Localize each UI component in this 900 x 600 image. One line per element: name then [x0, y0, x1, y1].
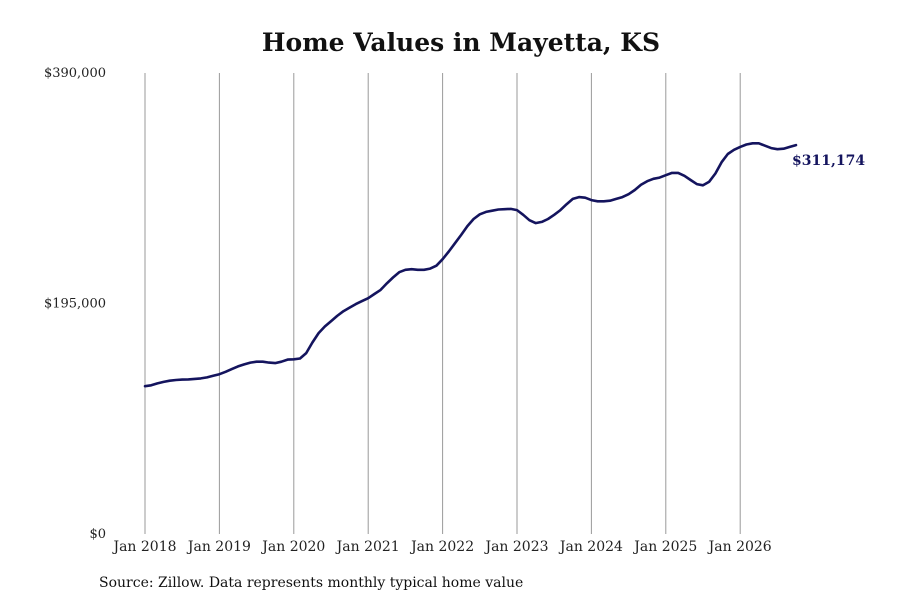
x-tick-label: Jan 2019: [186, 539, 251, 555]
x-tick-label: Jan 2018: [111, 539, 176, 555]
chart-title: Home Values in Mayetta, KS: [262, 28, 660, 57]
vertical-gridlines: [144, 73, 741, 534]
x-tick-label: Jan 2022: [409, 539, 474, 555]
y-tick-label: $195,000: [44, 297, 106, 312]
x-tick-label: Jan 2024: [558, 539, 623, 555]
home-value-line: [143, 142, 798, 388]
x-tick-label: Jan 2026: [707, 539, 772, 555]
source-note: Source: Zillow. Data represents monthly …: [99, 575, 523, 591]
latest-value-label: $311,174: [792, 153, 865, 169]
x-tick-label: Jan 2025: [632, 539, 697, 555]
x-axis-tick-labels: Jan 2018 Jan 2019 Jan 2020 Jan 2021 Jan 2022…: [111, 539, 771, 555]
y-axis-tick-labels: $0 $195,000 $390,000: [44, 66, 106, 542]
x-tick-label: Jan 2021: [335, 539, 400, 555]
x-tick-label: Jan 2020: [260, 539, 325, 555]
y-tick-label: $0: [89, 527, 106, 542]
y-tick-label: $390,000: [44, 66, 106, 81]
x-tick-label: Jan 2023: [483, 539, 548, 555]
